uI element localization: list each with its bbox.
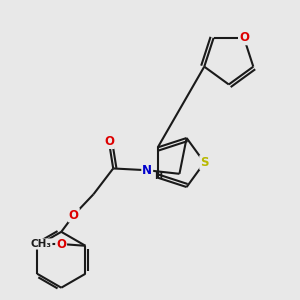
Text: CH₃: CH₃ bbox=[31, 239, 52, 249]
Text: N: N bbox=[142, 164, 152, 177]
Text: O: O bbox=[239, 31, 249, 44]
Text: O: O bbox=[69, 208, 79, 221]
Text: O: O bbox=[104, 135, 114, 148]
Text: O: O bbox=[56, 238, 66, 250]
Text: H: H bbox=[154, 171, 163, 181]
Text: S: S bbox=[200, 156, 209, 169]
